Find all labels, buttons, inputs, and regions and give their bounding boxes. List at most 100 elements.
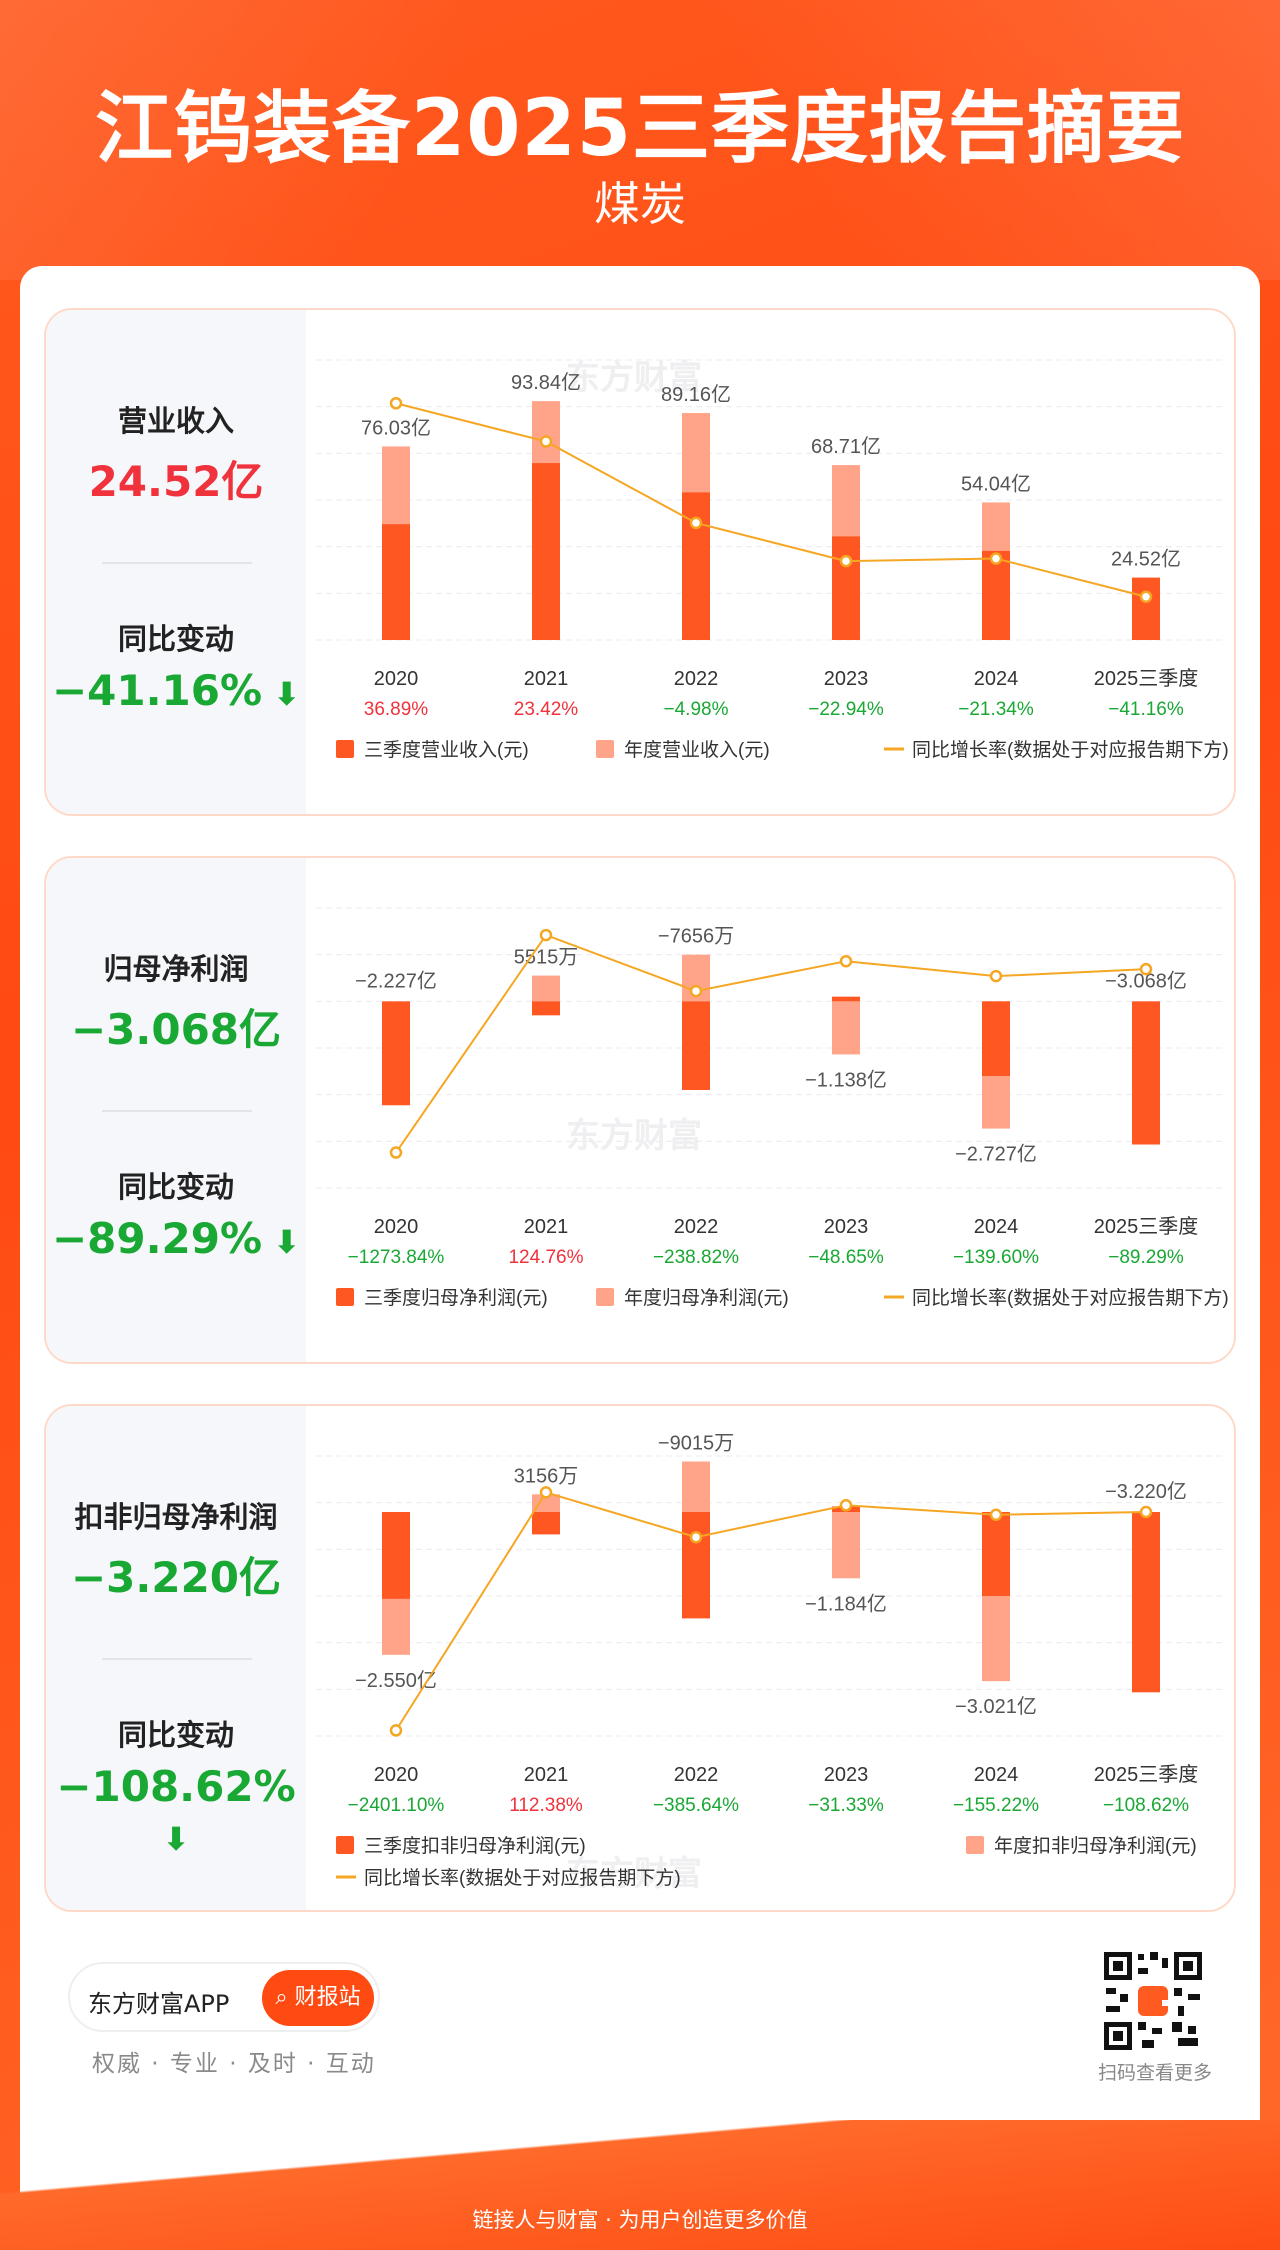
bar-value-label: −2.550亿 [355,1669,437,1692]
bar-value-label: 3156万 [514,1465,579,1487]
growth-rate-label: 124.76% [508,1247,583,1268]
growth-rate-label: −2401.10% [348,1795,445,1816]
metric-label: 营业收入 [117,404,234,438]
growth-rate-label: −41.16% [1108,699,1184,720]
change-label: 同比变动 [117,1170,234,1204]
quarter-bar [982,1512,1010,1596]
divider [102,1110,252,1112]
divider [102,562,252,564]
growth-point [539,435,553,448]
growth-point [389,397,403,410]
growth-point [989,552,1003,565]
net-profit-panel: 归母净利润 −3.068亿 同比变动 −89.29% ⬇ 东方财富 −2.227… [44,856,1236,1364]
quarter-bar [832,536,860,640]
metric-value: −3.068亿 [70,1005,282,1054]
arrow-down-icon: ⬇ [262,1223,301,1261]
growth-rate-label: −238.82% [653,1247,739,1268]
report-sheet: 营业收入 24.52亿 同比变动 −41.16% ⬇ 东方财富 76.03亿 20… [20,266,1260,2250]
watermark: 东方财富 [566,1116,702,1156]
bar-value-label: 93.84亿 [511,371,581,394]
bar-value-label: −3.220亿 [1105,1480,1187,1503]
growth-point [539,928,553,942]
arrow-down-icon: ⬇ [262,675,301,713]
legend-label: 同比增长率(数据处于对应报告期下方) [912,1287,1229,1309]
category-label: 2020 [374,1216,419,1238]
legend-swatch [596,740,614,758]
growth-point [989,969,1003,983]
legend-label: 年度营业收入(元) [624,739,770,761]
growth-point [839,1499,853,1512]
bar-value-label: −2.227亿 [355,969,437,992]
bar-value-label: 68.71亿 [811,435,881,458]
slogan: 权威 · 专业 · 及时 · 互动 [92,2051,376,2077]
growth-point [389,1146,403,1159]
bar-value-label: 24.52亿 [1111,548,1181,571]
quarter-bar [532,1001,560,1016]
quarter-bar [382,1512,410,1599]
growth-rate-label: 36.89% [364,699,429,720]
legend-swatch [966,1836,984,1854]
deducted-profit-summary: 扣非归母净利润 −3.220亿 同比变动 −108.62% ⬇ [46,1406,306,1910]
metric-label: 扣非归母净利润 [74,1500,278,1534]
header-decoration [0,0,1280,280]
annual-bar [532,1494,560,1512]
bar-value-label: 54.04亿 [961,472,1031,495]
growth-rate-label: −139.60% [953,1247,1039,1268]
app-name: 东方财富APP [88,1990,230,2018]
metric-value: −3.220亿 [70,1553,282,1602]
quarter-bar [682,1001,710,1090]
bar-value-label: 89.16亿 [661,383,731,406]
growth-rate-label: −155.22% [953,1795,1039,1816]
category-label: 2024 [974,1216,1019,1238]
quarter-bar [982,550,1010,640]
bar-value-label: 76.03亿 [361,416,431,439]
growth-point [1139,590,1153,603]
net-profit-chart: −2.227亿 2020 −1273.84% 5515万 2021 124.76% −765… [316,907,1229,1309]
category-label: 2020 [374,668,419,690]
bar-value-label: −7656万 [658,926,734,948]
legend-swatch [336,1836,354,1854]
category-label: 2024 [974,668,1019,690]
growth-rate-label: −1273.84% [348,1247,445,1268]
quarter-bar [382,1001,410,1106]
annual-bar [832,1001,860,1055]
report-station-button[interactable]: ⌕ 财报站 [262,1970,374,2026]
net-profit-summary: 归母净利润 −3.068亿 同比变动 −89.29% ⬇ [46,858,306,1362]
bar-value-label: −3.068亿 [1105,969,1187,992]
legend-label: 三季度扣非归母净利润(元) [364,1835,586,1857]
search-icon: ⌕ [275,1985,295,2010]
growth-point [689,984,703,998]
category-label: 2021 [524,668,569,690]
revenue-chart: 76.03亿 2020 36.89% 93.84亿 2021 23.42% 89.16亿 20… [316,359,1229,761]
qr-code-icon[interactable] [1102,1950,1204,2052]
bar-value-label: −9015万 [658,1433,734,1455]
divider [102,1658,252,1660]
category-label: 2023 [824,668,869,690]
category-label: 2024 [974,1764,1019,1786]
quarter-bar [682,492,710,640]
legend-swatch [336,1288,354,1306]
quarter-bar [682,1512,710,1619]
category-label: 2023 [824,1764,869,1786]
legend-swatch [336,740,354,758]
change-value: −41.16% ⬇ [46,666,306,715]
annual-bar [682,1461,710,1512]
legend-label: 年度扣非归母净利润(元) [994,1835,1197,1857]
revenue-panel: 营业收入 24.52亿 同比变动 −41.16% ⬇ 东方财富 76.03亿 20… [44,308,1236,816]
change-label: 同比变动 [117,1718,234,1752]
category-label: 2022 [674,668,719,690]
arrow-down-icon: ⬇ [162,1820,190,1858]
metric-label: 归母净利润 [103,952,249,986]
legend-swatch [596,1288,614,1306]
growth-rate-label: 112.38% [509,1795,583,1816]
growth-rate-label: −89.29% [1108,1247,1184,1268]
app-pill[interactable]: 东方财富APP ⌕ 财报站 [68,1962,380,2032]
category-label: 2022 [674,1764,719,1786]
watermark: 东方财富 [566,1854,702,1894]
growth-line [395,933,1147,1154]
change-value: −108.62% ⬇ [46,1762,306,1860]
page-subtitle: 煤炭 [594,177,686,231]
growth-rate-label: −385.64% [653,1795,739,1816]
quarter-bar [832,996,860,1002]
growth-rate-label: −108.62% [1103,1795,1189,1816]
